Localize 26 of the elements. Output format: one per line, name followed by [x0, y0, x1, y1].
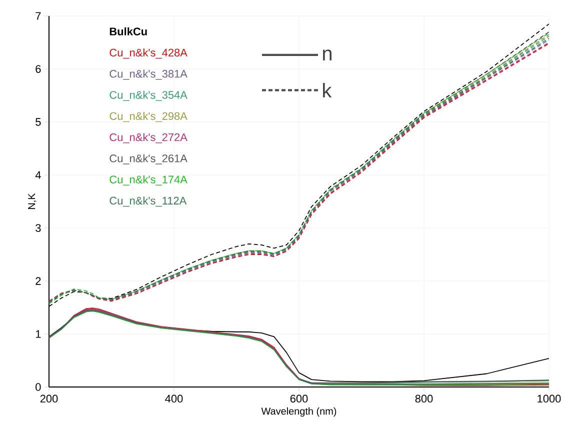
text: BulkCu — [110, 27, 147, 36]
text: Cu_n&k's_381A — [110, 70, 188, 80]
annotation: k — [323, 82, 332, 98]
text: Cu_n&k's_428A — [110, 48, 188, 59]
y-tick-label: 3 — [36, 224, 41, 232]
text: Cu_n&k's_298A — [110, 112, 188, 122]
text: Cu_n&k's_112A — [110, 196, 187, 207]
text: Cu_n&k's_261A — [110, 154, 188, 164]
x-tick-label: 1000 — [538, 394, 561, 403]
x-tick-label: 400 — [165, 394, 183, 403]
text: Cu_n&k's_354A — [110, 90, 188, 101]
x-tick-label: 200 — [40, 394, 58, 403]
text: Cu_n&k's_272A — [110, 133, 188, 144]
y-tick-label: 6 — [36, 65, 41, 73]
y-tick-label: 5 — [36, 118, 41, 126]
y-tick-label: 1 — [36, 330, 41, 338]
x-tick-label: 600 — [290, 394, 308, 403]
y-axis-title: N,K — [28, 193, 36, 209]
y-tick-label: 0 — [36, 383, 41, 391]
y-tick-label: 4 — [35, 171, 41, 179]
text: Cu_n&k's_174A — [110, 175, 188, 186]
x-axis-title: Wavelength (nm) — [261, 407, 336, 417]
annotation: n — [323, 50, 332, 60]
y-tick-label: 7 — [36, 12, 41, 20]
y-tick-label: 2 — [36, 277, 41, 285]
x-tick-label: 800 — [415, 394, 433, 403]
